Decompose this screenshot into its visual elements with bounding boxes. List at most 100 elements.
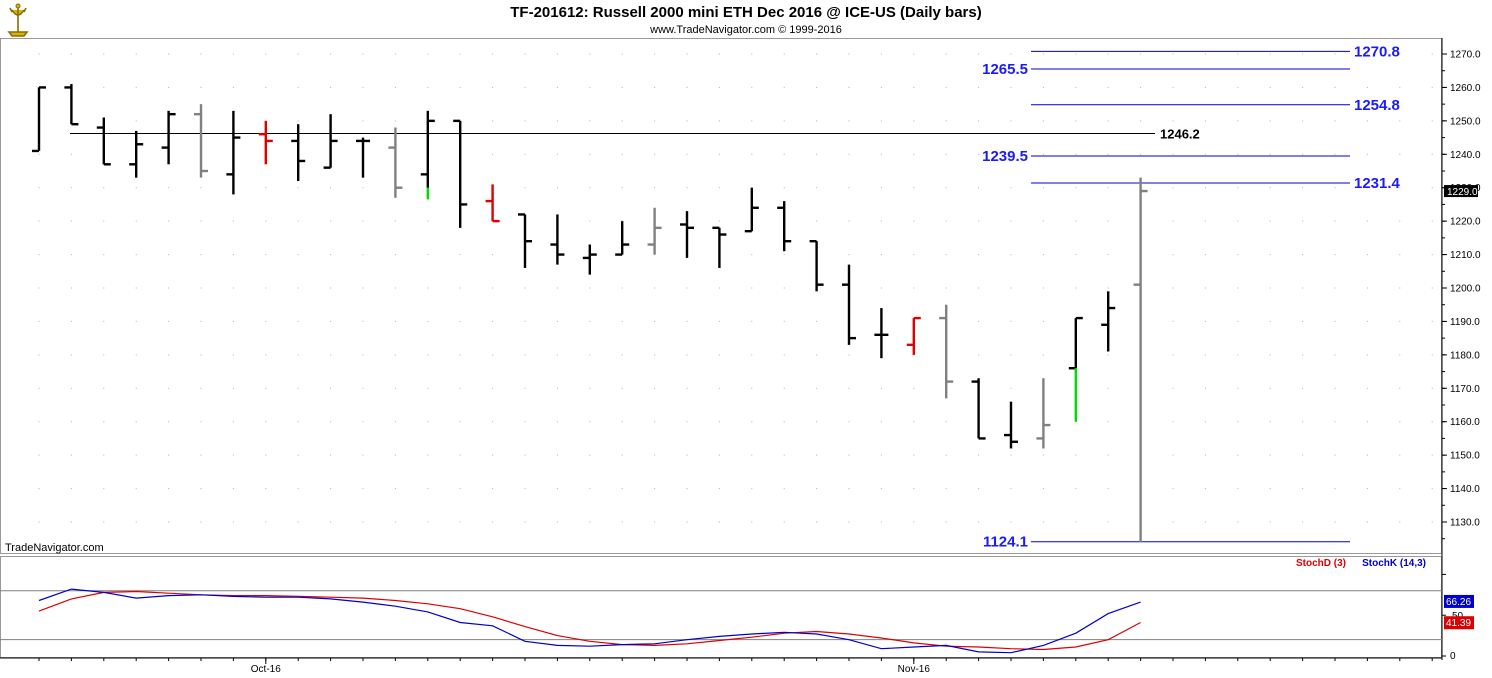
price-bar[interactable] [194,104,208,178]
grid-dot [38,488,40,490]
grid-dot [362,354,364,356]
grid-dot [1075,488,1077,490]
price-bar[interactable] [420,110,435,200]
stochd-value-tag [1444,616,1474,630]
price-bar[interactable] [453,119,468,228]
price-tick-label: 1270.0 [1450,50,1481,61]
grid-dot [848,220,850,222]
grid-dot [1334,454,1336,456]
grid-dot [880,53,882,55]
grid-dot [265,488,267,490]
grid-dot [70,287,72,289]
price-bar[interactable] [1068,316,1083,422]
grid-dot [1204,421,1206,423]
grid-dot [1075,187,1077,189]
price-bar[interactable] [129,130,144,178]
price-bar[interactable] [323,114,338,169]
grid-dot [103,86,105,88]
grid-dot [945,120,947,122]
price-bar[interactable] [32,86,46,153]
grid-dot [1042,521,1044,523]
price-bar[interactable] [680,211,694,258]
price-bar[interactable] [1101,291,1116,352]
grid-dot [1140,120,1142,122]
grid-dot [1237,254,1239,256]
grid-dot [1140,86,1142,88]
price-bar[interactable] [615,221,630,256]
price-bar[interactable] [388,127,403,198]
grid-dot [751,86,753,88]
chart-title: TF-201612: Russell 2000 mini ETH Dec 201… [510,4,981,21]
grid-dot [265,53,267,55]
grid-dot [751,521,753,523]
grid-dot [1172,120,1174,122]
price-bar[interactable] [1036,378,1051,449]
grid-dot [38,387,40,389]
grid-dot [38,421,40,423]
grid-dot [297,220,299,222]
stoch-legend: StochD (3) StochK (14,3) [1296,558,1426,569]
price-bar[interactable] [744,187,759,233]
grid-dot [492,287,494,289]
grid-dot [265,187,267,189]
grid-dot [1334,153,1336,155]
grid-dot [751,254,753,256]
grid-dot [232,354,234,356]
grid-dot [492,454,494,456]
grid-dot [265,320,267,322]
price-bar[interactable] [906,316,921,355]
grid-dot [427,488,429,490]
grid-dot [589,421,591,423]
grid-dot [751,320,753,322]
grid-dot [978,120,980,122]
price-bar[interactable] [258,120,273,165]
grid-dot [589,153,591,155]
grid-dot [1172,287,1174,289]
grid-dot [265,254,267,256]
price-bar[interactable] [939,304,954,399]
grid-dot [686,488,688,490]
grid-dot [330,454,332,456]
price-bar[interactable] [485,184,500,223]
grid-dot [751,421,753,423]
grid-dot [783,153,785,155]
grid-dot [1042,53,1044,55]
price-bar[interactable] [64,84,79,126]
price-bar[interactable] [550,214,565,265]
grid-dot [1075,86,1077,88]
price-bar[interactable] [1004,401,1018,449]
level-label: 1231.4 [1354,175,1401,192]
price-bar[interactable] [356,137,370,178]
grid-dot [1010,521,1012,523]
price-bar[interactable] [647,207,662,255]
grid-dot [103,187,105,189]
price-bar[interactable] [809,239,824,292]
grid-dot [297,421,299,423]
price-bar[interactable] [291,124,306,182]
time-tick-label: Oct-16 [251,664,281,675]
grid-dot [913,421,915,423]
grid-dot [718,320,720,322]
grid-dot [1269,153,1271,155]
price-bar[interactable] [582,244,597,275]
price-bar[interactable] [96,117,111,166]
price-bar[interactable] [712,226,727,268]
price-bar[interactable] [226,110,241,195]
grid-dot [1172,354,1174,356]
grid-dot [816,421,818,423]
price-bar[interactable] [161,110,176,165]
grid-dot [232,320,234,322]
price-bar[interactable] [1133,177,1148,543]
grid-dot [168,187,170,189]
grid-dot [200,187,202,189]
price-bar[interactable] [777,201,792,252]
grid-dot [621,120,623,122]
grid-dot [913,153,915,155]
grid-dot [686,187,688,189]
grid-dot [135,387,137,389]
price-bar[interactable] [518,213,532,268]
grid-dot [330,421,332,423]
price-bar[interactable] [842,264,856,345]
price-bar[interactable] [874,308,889,359]
price-bar[interactable] [971,378,986,440]
